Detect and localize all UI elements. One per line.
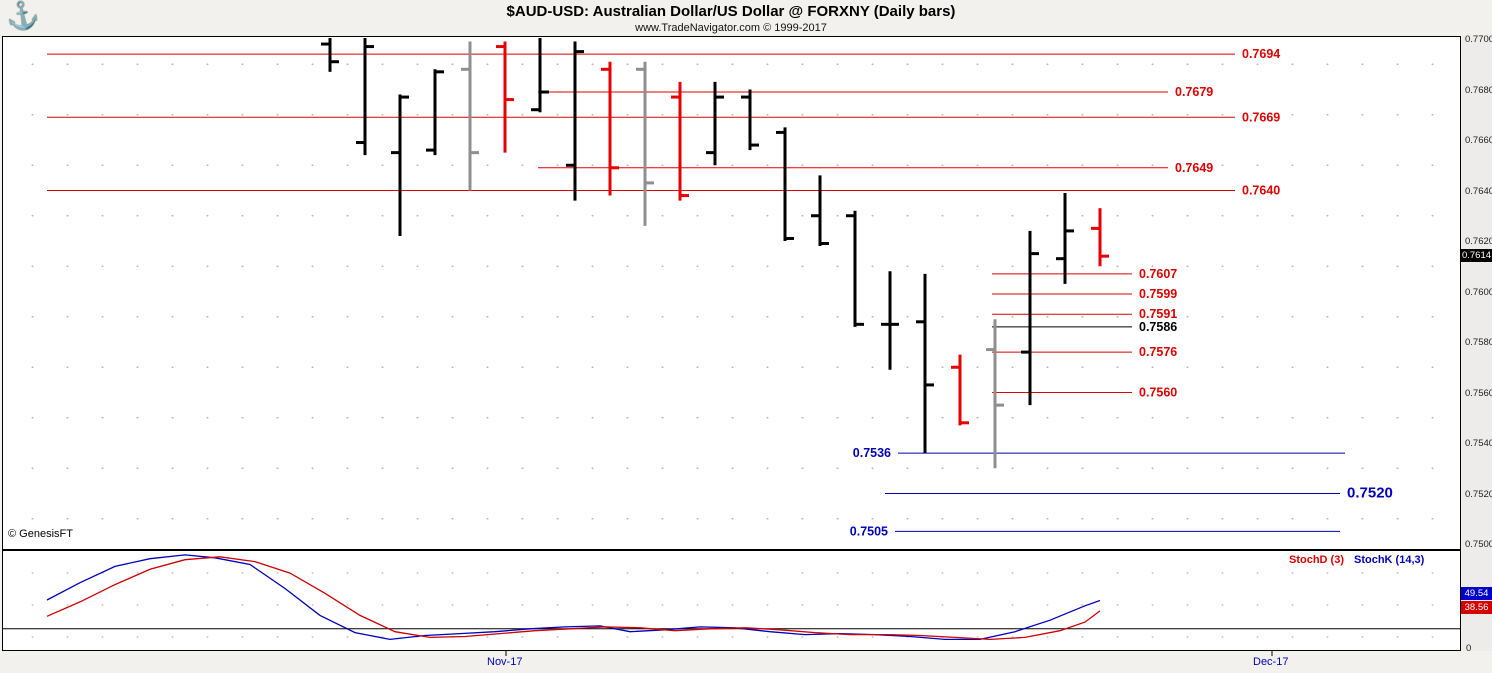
time-axis[interactable]: Nov-17 Dec-17 [0,651,1492,673]
stochd-value-badge: 38.56 [1461,601,1492,615]
stochastic-panel[interactable] [2,550,1461,651]
stochk-value-badge: 49.54 [1461,587,1492,601]
stochd-legend-label[interactable]: StochD (3) [1289,554,1344,566]
copyright-label: © GenesisFT [8,528,73,540]
price-axis[interactable] [1462,36,1492,651]
stoch-zero-label: 0 [1466,643,1472,654]
stochk-legend-label[interactable]: StochK (14,3) [1354,554,1425,566]
price-chart-plot[interactable] [2,36,1461,550]
chart-title: $AUD-USD: Australian Dollar/US Dollar @ … [506,3,956,20]
last-price-badge: 0.7614 [1461,249,1492,263]
chart-subtitle: www.TradeNavigator.com © 1999-2017 [635,22,827,34]
x-axis-label-nov17: Nov-17 [487,656,523,668]
x-axis-label-dec17: Dec-17 [1253,656,1289,668]
